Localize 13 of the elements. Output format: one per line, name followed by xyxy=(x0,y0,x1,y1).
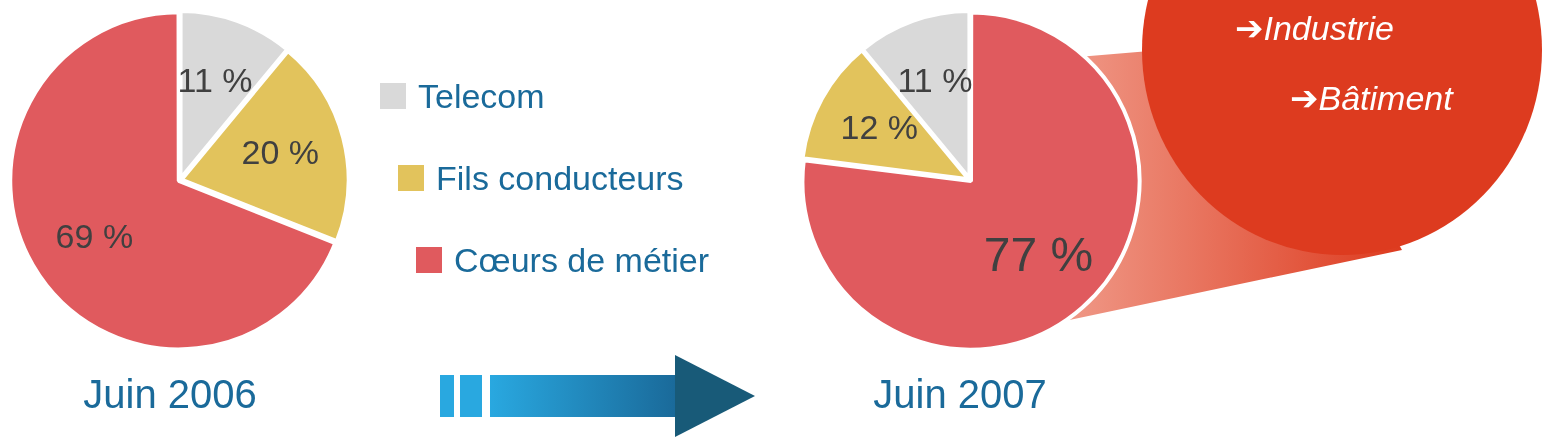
legend-label: Cœurs de métier xyxy=(454,240,710,280)
legend-label: Fils conducteurs xyxy=(436,158,684,198)
text: Juin 2007 xyxy=(872,372,1048,417)
text: Juin 2006 xyxy=(82,372,258,417)
data-label: 20 % xyxy=(241,132,320,171)
text: ➔Bâtiment xyxy=(1290,78,1453,118)
data-label: 11 % xyxy=(897,60,973,99)
data-label: 69 % xyxy=(55,216,134,255)
data-label: 12 % xyxy=(840,108,919,147)
data-label: 77 % xyxy=(983,227,1094,281)
legend-label: Telecom xyxy=(418,76,545,116)
text: ➔Industrie xyxy=(1235,8,1394,48)
data-label: 11 % xyxy=(177,60,253,99)
